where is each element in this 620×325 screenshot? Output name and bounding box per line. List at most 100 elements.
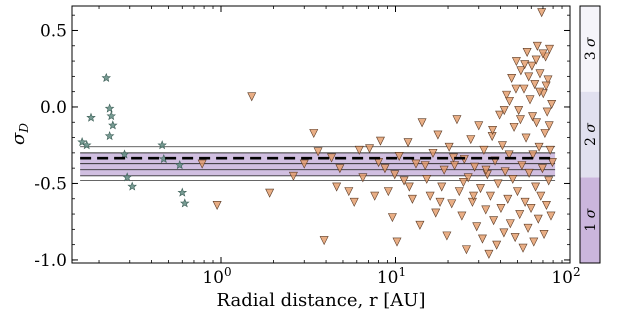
triangle-point: [392, 237, 402, 247]
triangle-point: [530, 80, 540, 90]
triangle-point: [470, 162, 480, 172]
triangle-point: [428, 148, 438, 158]
colorbar-label: 3 σ: [583, 37, 599, 60]
triangle-point: [344, 187, 354, 197]
triangle-point: [407, 194, 417, 204]
triangle-point: [508, 174, 518, 184]
triangle-point: [212, 200, 222, 210]
x-axis-label: Radial distance, r [AU]: [217, 290, 426, 311]
triangle-point: [492, 240, 502, 250]
triangle-point: [529, 237, 539, 247]
triangle-point: [537, 8, 547, 18]
triangle-point: [461, 245, 471, 255]
triangle-point: [543, 75, 553, 85]
triangle-point: [505, 219, 515, 229]
triangle-point: [511, 84, 521, 94]
triangle-point: [485, 191, 495, 201]
triangle-point: [545, 145, 555, 155]
star-point: [177, 187, 188, 197]
triangle-point: [375, 136, 385, 146]
triangle-point: [502, 90, 512, 100]
triangle-point: [327, 153, 337, 163]
triangle-point: [541, 81, 551, 91]
star-point: [104, 130, 115, 141]
triangle-point: [469, 191, 479, 201]
triangle-point: [533, 214, 543, 224]
triangle-point: [525, 95, 535, 105]
triangle-point: [411, 159, 421, 169]
triangle-point: [528, 150, 538, 160]
triangle-point: [265, 188, 275, 198]
triangle-point: [454, 187, 464, 197]
y-tick-label: -1.0: [34, 251, 67, 271]
data-points: [77, 8, 557, 259]
triangle-point: [517, 161, 527, 171]
colorbar-label-number: 2: [583, 133, 599, 146]
triangle-point: [528, 112, 538, 122]
triangle-point: [531, 182, 541, 192]
triangle-point: [540, 129, 550, 139]
triangle-point: [539, 230, 549, 240]
triangle-point: [519, 84, 529, 94]
triangle-point: [437, 182, 447, 192]
colorbar-label: 2 σ: [583, 123, 599, 146]
triangle-point: [497, 141, 507, 151]
star-point: [174, 160, 185, 170]
triangle-point: [515, 210, 525, 220]
triangle-point: [335, 164, 345, 174]
triangle-point: [442, 231, 452, 241]
triangle-point: [511, 57, 521, 67]
x-tick-base: 10: [202, 268, 224, 288]
shaded-sigma-band: [80, 152, 556, 176]
star-point: [104, 103, 115, 113]
y-tick-label: 0.0: [40, 98, 67, 118]
triangle-point: [493, 179, 503, 189]
triangle-point: [477, 234, 487, 244]
x-tick-base: 10: [377, 268, 399, 288]
triangle-point: [466, 135, 476, 145]
triangle-point: [457, 211, 467, 221]
colorbar-label-number: 1: [583, 218, 599, 231]
triangle-point: [463, 173, 473, 183]
triangle-point: [531, 55, 541, 65]
x-tick-label: 101: [377, 265, 406, 288]
triangle-point: [509, 122, 519, 132]
colorbar-frame: [579, 5, 601, 264]
y-axis-label-symbol: σ: [8, 132, 29, 145]
triangle-point: [532, 118, 542, 128]
triangle-point: [495, 110, 505, 120]
triangle-point: [417, 118, 427, 128]
triangle-point: [365, 144, 375, 154]
triangle-point: [444, 142, 454, 152]
colorbar-segment: [580, 6, 600, 92]
x-tick-exponent: 1: [399, 265, 407, 279]
triangle-point: [499, 228, 509, 238]
colorbar-label: 1 σ: [583, 208, 599, 231]
triangle-point: [514, 106, 524, 116]
star-point: [108, 120, 118, 130]
triangle-point: [542, 107, 552, 117]
triangle-point: [403, 138, 413, 148]
triangle-point: [422, 174, 432, 184]
triangle-point: [452, 115, 462, 125]
triangle-point: [522, 47, 532, 57]
triangle-point: [547, 100, 557, 109]
triangle-point: [523, 223, 533, 233]
triangle-point: [313, 147, 323, 157]
triangle-point: [433, 130, 443, 140]
triangle-point: [505, 96, 514, 106]
triangle-point: [547, 158, 557, 168]
triangle-point: [535, 69, 545, 79]
triangle-point: [450, 161, 460, 171]
triangle-point: [439, 165, 449, 175]
triangle-point: [197, 159, 207, 169]
triangle-point: [520, 60, 530, 70]
triangle-point: [527, 61, 537, 71]
triangle-point: [309, 129, 319, 139]
triangle-point: [431, 208, 441, 218]
triangle-point: [510, 233, 520, 243]
star-point: [157, 140, 167, 150]
triangle-point: [488, 126, 498, 135]
colorbar-segment: [580, 177, 600, 263]
